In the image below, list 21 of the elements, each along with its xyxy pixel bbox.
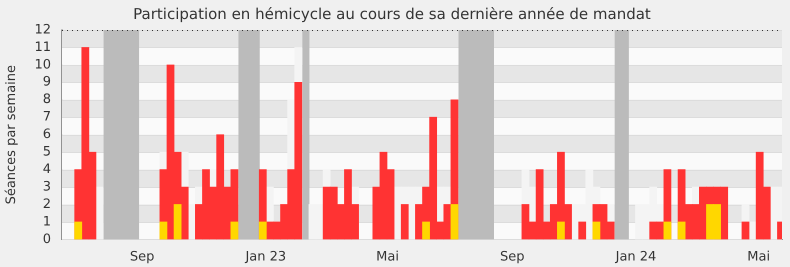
- x-tick-label: Mai: [747, 250, 770, 265]
- chart-title: Participation en hémicycle au cours de sa dernière année de mandat: [133, 4, 651, 23]
- x-tick-label: Jan 24: [614, 250, 656, 265]
- y-axis-title: Séances par semaine: [4, 64, 20, 204]
- y-tick-label: 7: [42, 110, 51, 125]
- y-tick-label: 9: [42, 74, 51, 90]
- y-tick-label: 5: [42, 144, 51, 160]
- y-tick-label: 1: [42, 214, 51, 230]
- y-tick-label: 8: [42, 92, 51, 108]
- y-tick-label: 0: [42, 232, 51, 247]
- x-tick-label: Sep: [130, 250, 154, 265]
- y-tick-label: 4: [42, 162, 51, 177]
- y-tick-label: 10: [34, 57, 51, 72]
- y-tick-label: 6: [42, 127, 51, 142]
- y-tick-label: 3: [42, 179, 51, 194]
- x-tick-label: Mai: [376, 250, 399, 265]
- y-tick-label: 2: [42, 196, 51, 212]
- y-tick-label: 11: [34, 40, 51, 55]
- x-tick-label: Sep: [500, 250, 525, 265]
- x-tick-label: Jan 23: [244, 250, 286, 265]
- y-tick-label: 12: [34, 22, 51, 38]
